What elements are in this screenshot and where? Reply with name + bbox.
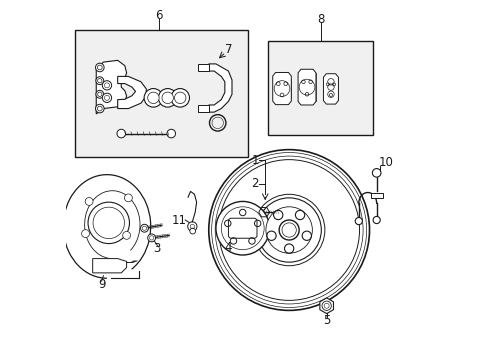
Circle shape [102,81,111,90]
Circle shape [253,194,324,266]
Circle shape [95,63,104,72]
Circle shape [208,150,369,310]
Polygon shape [96,60,126,114]
Circle shape [171,89,189,107]
Circle shape [104,83,109,88]
Polygon shape [272,78,291,99]
Circle shape [122,231,130,239]
Bar [267,41,372,135]
Circle shape [326,83,329,86]
FancyBboxPatch shape [228,218,257,238]
Circle shape [276,82,280,86]
Text: 11: 11 [172,213,186,226]
Circle shape [308,80,312,84]
Circle shape [81,230,89,238]
Circle shape [189,228,195,234]
Text: 3: 3 [153,242,161,255]
Circle shape [97,106,102,111]
Circle shape [96,90,103,98]
Circle shape [98,78,102,83]
Circle shape [95,104,104,113]
Bar [370,193,382,198]
Circle shape [301,80,305,84]
Circle shape [162,92,173,104]
Text: 4: 4 [224,241,231,255]
Circle shape [97,65,102,70]
Polygon shape [93,258,126,273]
Circle shape [88,202,129,244]
Circle shape [305,93,308,96]
Text: 8: 8 [317,13,325,27]
Polygon shape [272,72,291,105]
Circle shape [147,92,159,104]
Text: 10: 10 [378,156,393,169]
Polygon shape [298,73,315,102]
Text: 9: 9 [98,278,105,291]
Circle shape [102,93,111,103]
Polygon shape [208,64,231,112]
Circle shape [332,83,335,86]
Circle shape [140,224,148,232]
Polygon shape [298,69,315,105]
Circle shape [124,194,132,202]
Text: 1: 1 [251,154,259,167]
Circle shape [284,82,287,86]
Circle shape [96,77,103,85]
Circle shape [144,89,163,107]
Polygon shape [319,298,333,314]
Bar [75,30,247,157]
Circle shape [257,198,321,262]
Polygon shape [118,76,146,109]
Circle shape [354,217,362,225]
Text: 5: 5 [322,314,330,327]
Circle shape [329,94,332,96]
Circle shape [98,92,102,96]
Circle shape [85,198,93,205]
Text: 6: 6 [155,9,162,22]
Polygon shape [323,74,338,104]
Circle shape [158,89,177,107]
Circle shape [174,92,185,104]
Circle shape [166,129,175,138]
Circle shape [104,95,109,100]
Circle shape [372,216,380,224]
Circle shape [187,222,197,231]
Circle shape [279,220,299,240]
Circle shape [216,202,269,255]
Text: 2: 2 [251,177,259,190]
Circle shape [117,129,125,138]
Polygon shape [198,105,208,112]
Polygon shape [198,64,208,71]
Circle shape [280,93,284,97]
Circle shape [147,234,155,242]
Text: 7: 7 [224,43,232,56]
Circle shape [372,168,380,177]
Circle shape [265,207,312,253]
